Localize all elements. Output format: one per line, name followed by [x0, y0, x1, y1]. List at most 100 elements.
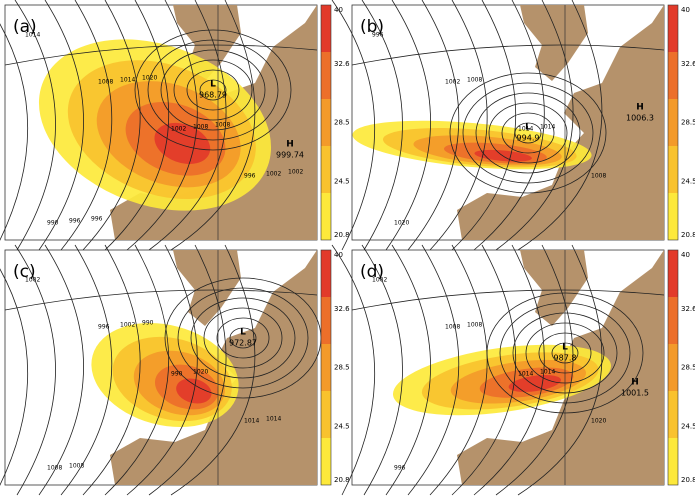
isobar-label: 1002	[171, 126, 186, 133]
isobar	[451, 0, 516, 251]
isobar	[451, 244, 516, 496]
colorbar-tick-label: 24.5	[334, 422, 350, 430]
isobar	[361, 0, 403, 251]
isobar	[38, 0, 84, 251]
isobar	[385, 0, 431, 251]
colorbar-frame	[320, 249, 332, 486]
isobar	[495, 0, 574, 251]
isobar	[170, 244, 256, 496]
isobar-label: 1008	[591, 173, 606, 180]
isobar-label: 1020	[394, 220, 409, 227]
isobar	[331, 0, 376, 251]
center-value: 999.74	[276, 151, 304, 160]
colorbar-tick-label: 24.5	[334, 177, 350, 185]
colorbar-band	[668, 438, 678, 485]
colorbar-band	[668, 5, 678, 52]
colorbar-tick-label: 32.6	[681, 305, 695, 313]
isobar	[501, 112, 555, 154]
land	[457, 5, 664, 240]
colorbar-band	[668, 250, 678, 297]
isobar	[160, 49, 266, 131]
center-value: 972.87	[229, 339, 257, 348]
center-symbol: H	[636, 103, 644, 113]
isobar-label: 990	[171, 371, 183, 378]
isobar	[147, 39, 279, 141]
colorbar-tick-label: 24.5	[681, 177, 695, 185]
isobar-label: 1002	[372, 277, 387, 284]
isobar	[407, 244, 460, 496]
land	[110, 250, 317, 485]
parallel	[351, 44, 665, 66]
parallel	[351, 289, 665, 311]
isobar	[104, 0, 169, 251]
panel-label: (a)	[13, 17, 37, 37]
center-value: 987.8	[554, 354, 577, 363]
isobar	[203, 307, 283, 369]
isobar	[229, 327, 257, 349]
colorbar-band	[668, 193, 678, 240]
isobar-label: 1002	[266, 171, 281, 178]
isobar	[475, 92, 581, 174]
colorbar-tick-label: 20.8	[334, 231, 350, 239]
isobar-label: 990	[47, 220, 59, 227]
isobar-label: 1008	[215, 122, 230, 129]
panel-label: (b)	[360, 17, 384, 37]
colorbar-tick-label: 40	[681, 251, 690, 259]
isobar	[331, 244, 376, 496]
isobar-label: 1014	[540, 124, 555, 131]
colorbar-tick-label: 40	[681, 6, 690, 14]
isobar-label: 1014	[25, 32, 40, 39]
isobar	[190, 297, 296, 379]
isobar-label: 1008	[467, 77, 482, 84]
colorbar-frame	[667, 4, 679, 241]
isobar-label: 1014	[540, 369, 555, 376]
parallel	[4, 44, 318, 66]
isobar-label: 1008	[193, 124, 208, 131]
panel-label: (c)	[13, 262, 36, 282]
isobar	[0, 23, 29, 241]
isobar	[148, 0, 227, 251]
colorbar-band	[668, 52, 678, 99]
isobar	[473, 244, 545, 496]
isobar	[104, 244, 169, 496]
center-value: 1006.3	[626, 114, 654, 123]
land	[110, 5, 317, 240]
isobar-label: 1008	[467, 322, 482, 329]
colorbar-band	[321, 438, 331, 485]
colorbar-band	[321, 193, 331, 240]
isobar	[449, 72, 607, 194]
colorbar-frame	[320, 4, 332, 241]
colorbar-tick-label: 32.6	[334, 305, 350, 313]
center-symbol: L	[210, 80, 216, 90]
isobar	[82, 0, 141, 251]
colorbar-tick-label: 28.5	[334, 119, 350, 127]
land	[457, 250, 664, 485]
isobar	[177, 287, 309, 389]
isobar-label: 1014	[120, 77, 135, 84]
isobar	[60, 0, 113, 251]
isobar	[429, 244, 488, 496]
isobar	[134, 29, 292, 151]
isobar	[473, 0, 545, 251]
colorbar-tick-label: 20.8	[681, 476, 695, 484]
isobar	[170, 0, 256, 251]
isobar	[14, 0, 56, 251]
isobar	[429, 0, 488, 251]
isobar	[216, 317, 270, 359]
colorbar-band	[321, 99, 331, 146]
isobar-label: 996	[91, 216, 103, 223]
colorbar-tick-label: 32.6	[681, 60, 695, 68]
colorbar-band	[321, 297, 331, 344]
isobar-label: 1008	[47, 465, 62, 472]
colorbar-band	[321, 52, 331, 99]
center-symbol: H	[631, 378, 639, 388]
isobar	[82, 244, 141, 496]
isobar-label: 1002	[445, 79, 460, 86]
colorbar-band	[668, 146, 678, 193]
